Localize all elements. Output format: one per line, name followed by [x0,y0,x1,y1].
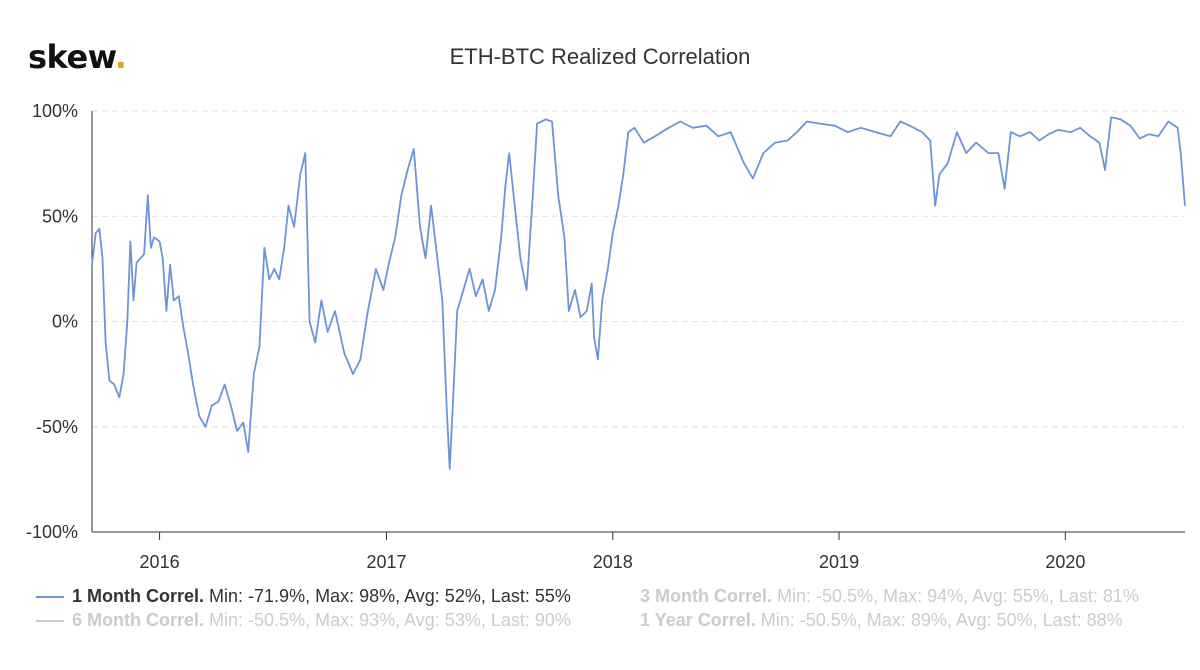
chart-title: ETH-BTC Realized Correlation [449,44,751,69]
legend-series-name: 1 Month Correl. [72,586,205,606]
series-lines [91,116,1186,470]
legend-series-stats: Min: -50.5%, Max: 93%, Avg: 53%, Last: 9… [209,610,571,630]
x-tick-label: 2016 [140,552,180,572]
legend-series-name: 1 Year Correl. [640,610,756,630]
legend: 1 Month Correl. Min: -71.9%, Max: 98%, A… [36,586,1200,634]
x-tick-label: 2017 [366,552,406,572]
legend-series-name: 6 Month Correl. [72,610,205,630]
y-tick-label: 100% [32,101,78,121]
y-tick-label: -50% [36,417,78,437]
legend-item-6-month[interactable]: 6 Month Correl. Min: -50.5%, Max: 93%, A… [36,610,571,631]
x-tick-label: 2019 [819,552,859,572]
x-axis-tick-labels: 2016 2017 2018 2019 2020 [140,552,1086,572]
logo-dot: . [114,38,127,76]
legend-series-stats: Min: -71.9%, Max: 98%, Avg: 52%, Last: 5… [209,586,571,606]
series-line-1-month-correl [91,116,1186,470]
legend-series-stats: Min: -50.5%, Max: 89%, Avg: 50%, Last: 8… [760,610,1123,630]
legend-series-name: 3 Month Correl. [640,586,773,606]
skew-logo: skew. [28,38,127,76]
y-tick-label: -100% [26,522,78,542]
axes [91,111,1185,540]
legend-series-stats: Min: -50.5%, Max: 94%, Avg: 55%, Last: 8… [777,586,1139,606]
line-chart: 100% 50% 0% -50% -100% 2016 2017 2018 2019 2020 [26,101,1186,572]
legend-row-1: 1 Month Correl. Min: -71.9%, Max: 98%, A… [36,586,1200,610]
legend-line-swatch [36,620,64,623]
y-tick-label: 50% [42,206,78,226]
legend-item-1-year[interactable]: 1 Year Correl. Min: -50.5%, Max: 89%, Av… [640,610,1123,631]
legend-item-3-month[interactable]: 3 Month Correl. Min: -50.5%, Max: 94%, A… [640,586,1139,607]
logo-text: skew [28,38,115,76]
y-axis-tick-labels: 100% 50% 0% -50% -100% [26,101,78,542]
gridlines [92,110,1185,428]
legend-row-2: 6 Month Correl. Min: -50.5%, Max: 93%, A… [36,610,1200,634]
legend-line-swatch [36,596,64,599]
x-tick-label: 2020 [1045,552,1085,572]
y-tick-label: 0% [52,312,78,332]
legend-item-1-month[interactable]: 1 Month Correl. Min: -71.9%, Max: 98%, A… [36,586,571,607]
x-tick-label: 2018 [593,552,633,572]
